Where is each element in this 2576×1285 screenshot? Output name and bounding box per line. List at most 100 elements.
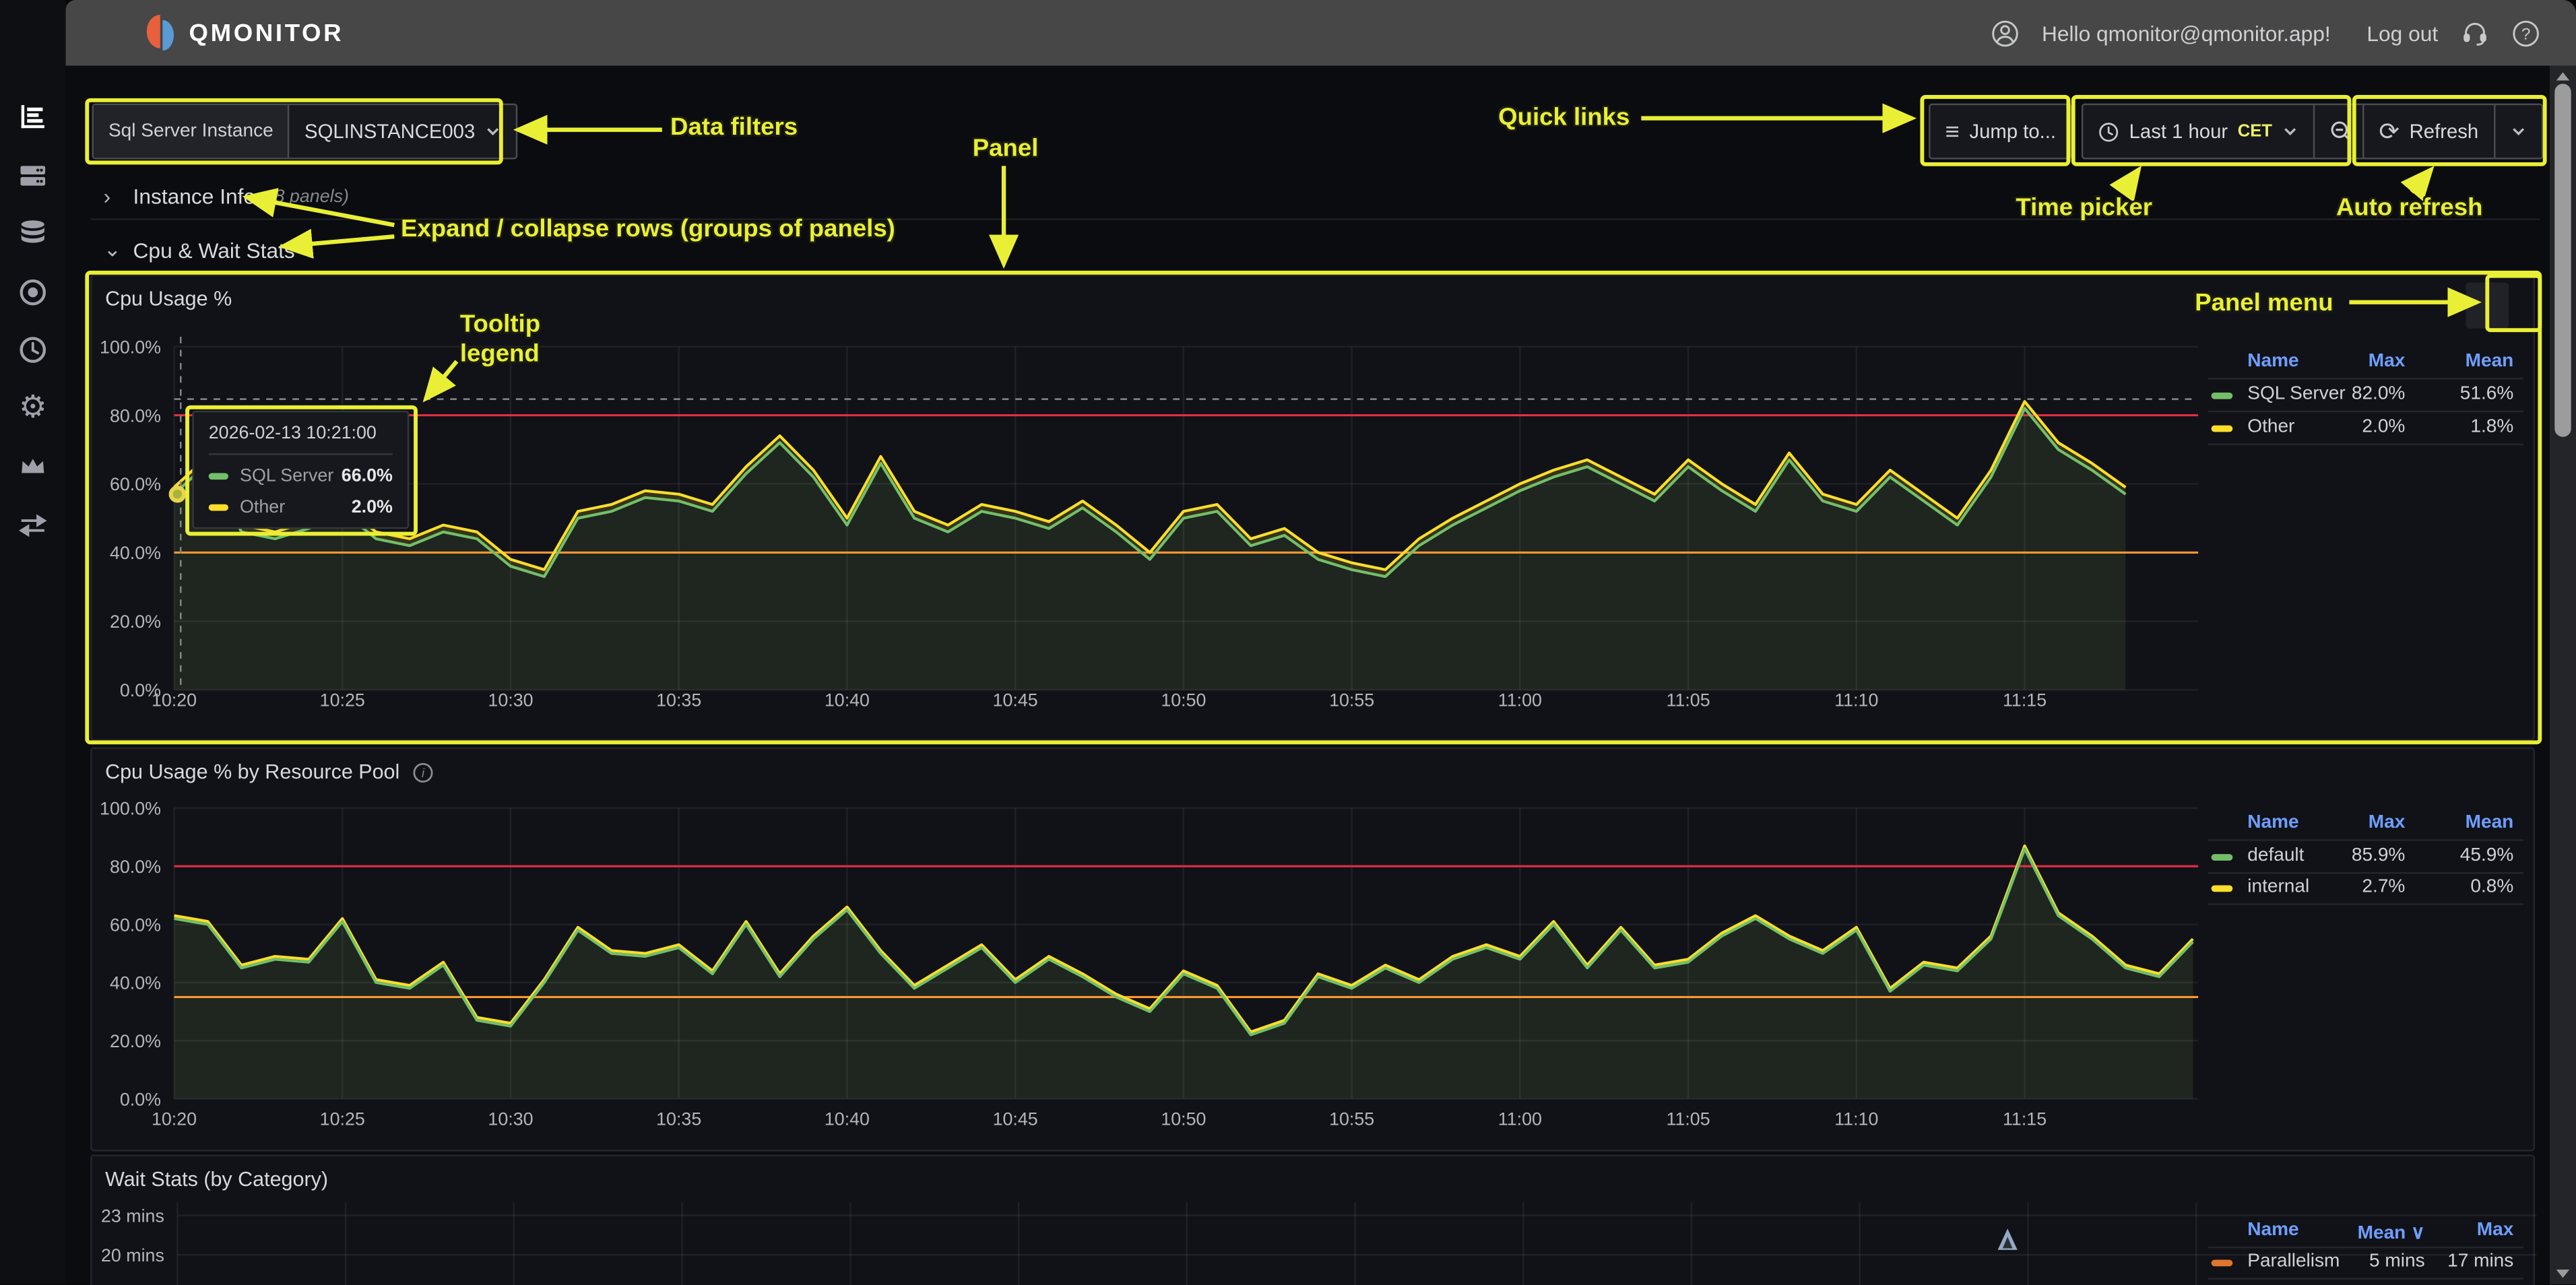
legend-divider bbox=[2208, 1278, 2523, 1280]
logout-link[interactable]: Log out bbox=[2366, 20, 2439, 46]
svg-text:23 mins: 23 mins bbox=[101, 1206, 164, 1226]
svg-text:10:55: 10:55 bbox=[1329, 690, 1374, 711]
refresh-button[interactable]: ⟳ Refresh bbox=[2362, 103, 2543, 160]
svg-text:40.0%: 40.0% bbox=[110, 543, 161, 563]
scrollbar-thumb[interactable] bbox=[2554, 84, 2571, 437]
filter-label: Sql Server Instance bbox=[94, 105, 288, 158]
legend-value: 1.8% bbox=[2470, 417, 2514, 437]
zoom-out-button[interactable] bbox=[2313, 105, 2367, 158]
top-header-bar: QMONITOR Hello qmonitor@qmonitor.app! Lo… bbox=[65, 0, 2576, 66]
legend-header-name[interactable]: Name bbox=[2247, 351, 2299, 372]
crown-icon[interactable] bbox=[18, 452, 48, 482]
svg-text:11:10: 11:10 bbox=[1834, 690, 1878, 711]
svg-text:60.0%: 60.0% bbox=[110, 915, 161, 935]
clock-icon bbox=[2099, 122, 2119, 141]
legend-value: 51.6% bbox=[2459, 384, 2514, 404]
svg-text:20.0%: 20.0% bbox=[110, 612, 161, 632]
legend-header-mean[interactable]: Mean bbox=[2465, 813, 2514, 833]
legend-series-name[interactable]: default bbox=[2247, 845, 2305, 866]
tooltip-row: Other 2.0% bbox=[208, 498, 393, 517]
time-range-label: Last 1 hour bbox=[2129, 120, 2228, 143]
svg-text:11:15: 11:15 bbox=[2003, 690, 2047, 711]
svg-text:20 mins: 20 mins bbox=[101, 1245, 164, 1265]
record-icon[interactable] bbox=[18, 277, 48, 306]
legend-series-name[interactable]: internal bbox=[2247, 877, 2310, 897]
mouse-cursor bbox=[1997, 1228, 2018, 1250]
refresh-interval-dropdown[interactable] bbox=[2493, 105, 2541, 158]
legend-divider bbox=[2208, 1247, 2523, 1249]
legend-header-mean[interactable]: Mean bbox=[2465, 351, 2514, 372]
svg-text:10:30: 10:30 bbox=[488, 1109, 533, 1129]
svg-text:11:00: 11:00 bbox=[1498, 1109, 1542, 1129]
legend-divider bbox=[2208, 443, 2523, 445]
legend-value: 45.9% bbox=[2459, 845, 2514, 866]
chevron-down-icon bbox=[2512, 128, 2524, 136]
legend-series-name[interactable]: SQL Server bbox=[2247, 384, 2346, 404]
tooltip-series-name: SQL Server bbox=[240, 466, 334, 486]
info-icon[interactable]: i bbox=[413, 761, 434, 783]
servers-icon[interactable] bbox=[18, 160, 48, 190]
bar-chart-icon[interactable] bbox=[18, 102, 48, 131]
legend-header-max[interactable]: Max bbox=[2476, 1220, 2514, 1241]
annotation-time-picker: Time picker bbox=[2016, 193, 2153, 222]
svg-text:10:55: 10:55 bbox=[1329, 1109, 1374, 1129]
jump-to-label: Jump to... bbox=[1969, 120, 2057, 143]
svg-text:10:20: 10:20 bbox=[152, 1109, 197, 1129]
annotation-tooltip-legend: Tooltip legend bbox=[459, 310, 541, 368]
annotation-panel: Panel bbox=[972, 134, 1039, 163]
brand: QMONITOR bbox=[145, 13, 344, 53]
annotation-expand-collapse: Expand / collapse rows (groups of panels… bbox=[401, 215, 895, 243]
svg-text:11:10: 11:10 bbox=[1834, 1109, 1878, 1129]
legend-header-max[interactable]: Max bbox=[2368, 351, 2406, 372]
chevron-right-icon: › bbox=[103, 184, 111, 209]
row-title: Cpu & Wait Stats bbox=[133, 237, 295, 262]
legend-series-name[interactable]: Other bbox=[2247, 417, 2295, 437]
scroll-down-arrow-icon[interactable] bbox=[2556, 1270, 2570, 1279]
legend-series-swatch bbox=[2211, 425, 2233, 432]
support-headset-icon[interactable] bbox=[2461, 19, 2488, 46]
jump-to-button[interactable]: ≡ Jump to... bbox=[1929, 103, 2073, 160]
instance-filter[interactable]: Sql Server Instance SQLINSTANCE003 bbox=[92, 103, 518, 160]
annotation-data-filters: Data filters bbox=[670, 113, 798, 141]
legend-header-max[interactable]: Max bbox=[2368, 813, 2406, 833]
time-picker[interactable]: Last 1 hour CET bbox=[2081, 103, 2369, 160]
svg-text:i: i bbox=[422, 766, 426, 779]
database-icon[interactable] bbox=[18, 218, 48, 248]
annotation-panel-menu: Panel menu bbox=[2195, 289, 2333, 317]
panel-title: Wait Stats (by Category) bbox=[105, 1167, 328, 1191]
legend-header-mean[interactable]: Mean ∨ bbox=[2357, 1223, 2425, 1244]
refresh-icon: ⟳ bbox=[2379, 117, 2400, 145]
clock-icon[interactable] bbox=[18, 335, 48, 365]
svg-text:10:40: 10:40 bbox=[825, 1109, 870, 1129]
panel-title: Cpu Usage % by Resource Pool i bbox=[105, 760, 434, 783]
svg-text:11:05: 11:05 bbox=[1667, 1109, 1710, 1129]
row-instance-info[interactable]: › Instance Info (8 panels) bbox=[104, 184, 349, 209]
qmonitor-logo-icon bbox=[146, 14, 174, 51]
panel-cpu-usage: Cpu Usage % 0.0% 20.0% 40.0% 60.0% 80.0% 100.… bbox=[90, 274, 2536, 741]
chevron-down-icon: ⌄ bbox=[103, 236, 122, 261]
legend-series-name[interactable]: Parallelism bbox=[2247, 1251, 2340, 1272]
help-icon[interactable]: ? bbox=[2512, 19, 2540, 46]
timezone-label: CET bbox=[2237, 121, 2272, 141]
row-divider bbox=[90, 218, 2540, 220]
svg-text:11:05: 11:05 bbox=[1667, 690, 1710, 711]
legend-header-name[interactable]: Name bbox=[2247, 813, 2299, 833]
legend-header-name[interactable]: Name bbox=[2247, 1220, 2299, 1241]
scroll-up-arrow-icon[interactable] bbox=[2556, 72, 2570, 81]
svg-text:10:45: 10:45 bbox=[993, 1109, 1038, 1129]
tooltip-row: SQL Server 66.0% bbox=[208, 466, 393, 486]
svg-text:80.0%: 80.0% bbox=[110, 857, 161, 877]
legend-series-swatch bbox=[2211, 854, 2233, 861]
svg-text:100.0%: 100.0% bbox=[100, 337, 161, 357]
gear-icon[interactable]: ⚙ bbox=[18, 390, 47, 425]
svg-text:10:45: 10:45 bbox=[993, 690, 1038, 711]
filter-value-dropdown[interactable]: SQLINSTANCE003 bbox=[288, 105, 517, 158]
legend-series-swatch bbox=[2211, 885, 2233, 892]
row-cpu-wait-stats[interactable]: ⌄ Cpu & Wait Stats bbox=[104, 236, 295, 263]
vertical-scrollbar[interactable] bbox=[2549, 65, 2576, 1285]
svg-text:11:15: 11:15 bbox=[2003, 1109, 2047, 1129]
legend-divider bbox=[2208, 410, 2523, 413]
exchange-arrows-icon[interactable] bbox=[18, 510, 48, 539]
panel-cpu-usage-by-pool: Cpu Usage % by Resource Pool i 0.0% 20.0%… bbox=[90, 747, 2536, 1152]
